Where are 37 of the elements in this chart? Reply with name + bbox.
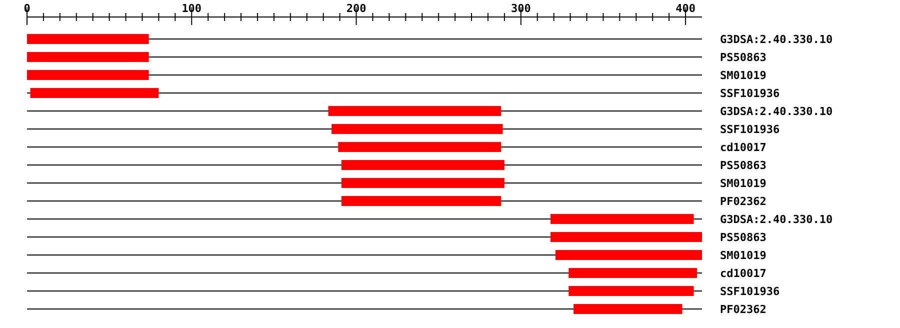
y-tick-label: PF02362 bbox=[720, 195, 766, 208]
y-tick-label: SSF101936 bbox=[720, 123, 780, 136]
y-tick-label: G3DSA:2.40.330.10 bbox=[720, 213, 833, 226]
bar bbox=[30, 88, 159, 98]
bar bbox=[550, 214, 694, 224]
y-tick-label: SSF101936 bbox=[720, 285, 780, 298]
y-tick-label: G3DSA:2.40.330.10 bbox=[720, 105, 833, 118]
bar bbox=[341, 178, 504, 188]
bar bbox=[574, 304, 682, 314]
bar bbox=[341, 196, 502, 206]
x-tick-label: 100 bbox=[182, 2, 202, 15]
y-tick-label: PF02362 bbox=[720, 303, 766, 316]
bar bbox=[27, 34, 149, 44]
bar bbox=[338, 142, 502, 152]
y-tick-label: SM01019 bbox=[720, 177, 766, 190]
bar bbox=[27, 52, 149, 62]
bar bbox=[328, 106, 502, 116]
y-tick-label: PS50863 bbox=[720, 51, 766, 64]
y-tick-label: cd10017 bbox=[720, 267, 766, 280]
bar bbox=[332, 124, 503, 134]
bar bbox=[27, 70, 149, 80]
bar bbox=[550, 232, 702, 242]
bar bbox=[341, 160, 504, 170]
bar bbox=[568, 268, 698, 278]
x-tick-label: 300 bbox=[510, 2, 531, 15]
x-tick-label: 400 bbox=[676, 2, 696, 15]
y-tick-label: PS50863 bbox=[720, 159, 766, 172]
y-tick-label: SM01019 bbox=[720, 249, 766, 262]
bar bbox=[555, 250, 702, 260]
y-tick-label: PS50863 bbox=[720, 231, 766, 244]
y-tick-label: SSF101936 bbox=[720, 87, 780, 100]
x-tick-label: 200 bbox=[346, 2, 366, 15]
x-tick-label: 0 bbox=[24, 2, 30, 15]
bar bbox=[568, 286, 694, 296]
y-tick-label: cd10017 bbox=[720, 141, 766, 154]
y-tick-label: SM01019 bbox=[720, 69, 766, 82]
y-tick-label: G3DSA:2.40.330.10 bbox=[720, 33, 833, 46]
